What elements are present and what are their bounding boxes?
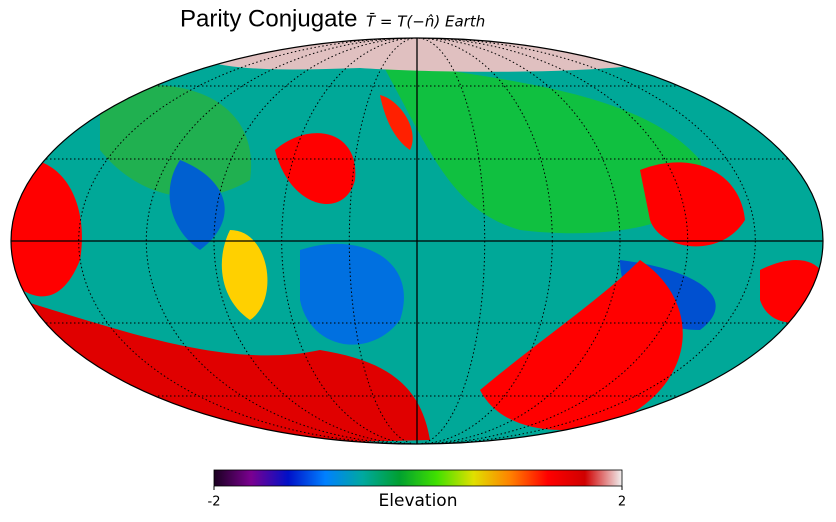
map-outline xyxy=(10,37,824,445)
colorbar-tick-label: 2 xyxy=(618,495,626,510)
colorbar-label: Elevation xyxy=(379,491,458,511)
map-body xyxy=(11,38,823,444)
map-title: Parity Conjugate xyxy=(180,5,357,32)
colorbar-gradient xyxy=(213,469,623,487)
colorbar-tick-label: -2 xyxy=(208,495,221,510)
map-subtitle: T̄ = T(−n̂) Earth xyxy=(366,12,485,31)
colorbar: Elevation -2 2 xyxy=(208,469,626,511)
